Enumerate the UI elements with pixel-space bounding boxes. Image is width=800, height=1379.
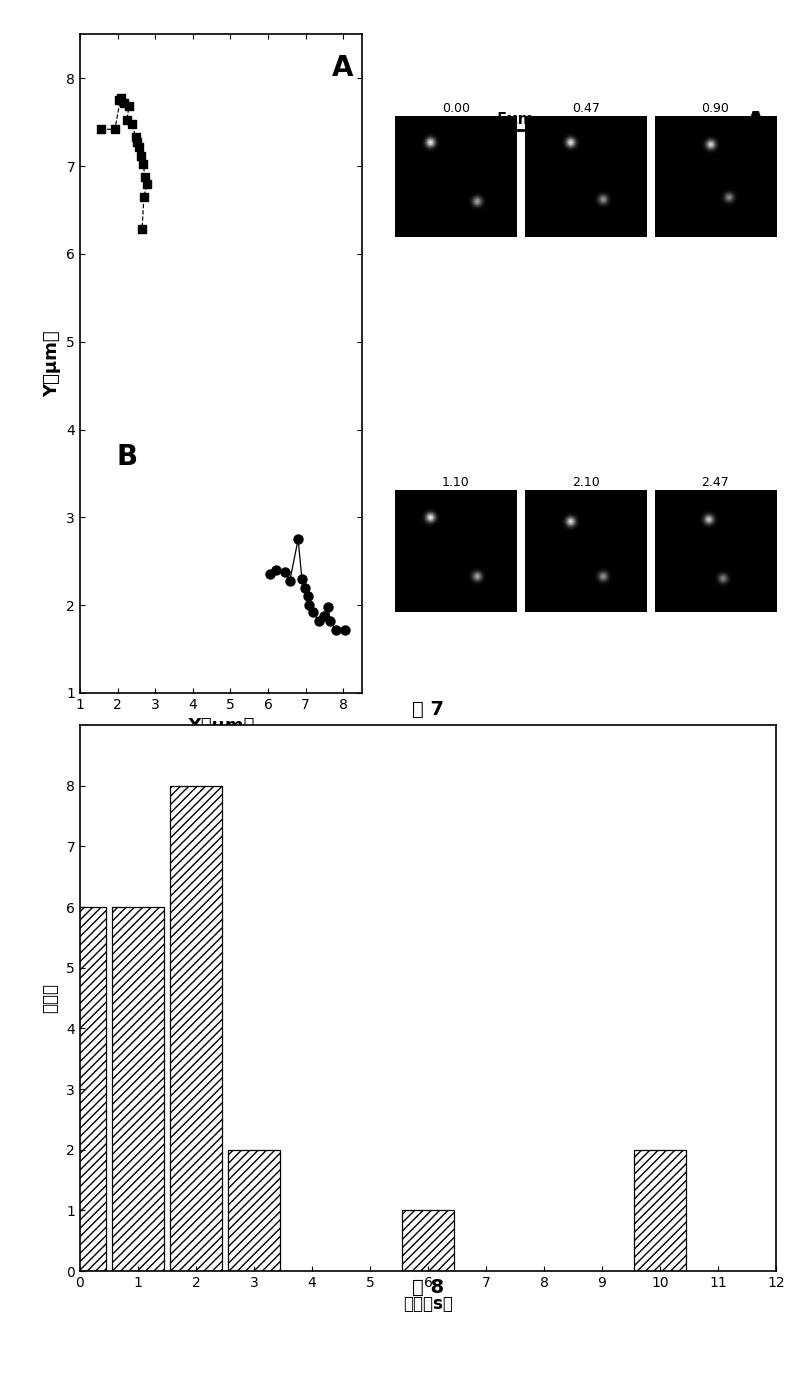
Bar bbox=[228, 1150, 280, 1271]
Point bbox=[283, 570, 296, 592]
Point bbox=[330, 619, 342, 641]
X-axis label: X（μm）: X（μm） bbox=[187, 717, 254, 735]
Title: 2.47: 2.47 bbox=[702, 476, 730, 490]
Text: B: B bbox=[117, 443, 138, 470]
Point bbox=[313, 610, 326, 632]
Point bbox=[303, 594, 316, 616]
Title: 0.90: 0.90 bbox=[702, 102, 730, 114]
Bar bbox=[112, 907, 164, 1271]
Text: A: A bbox=[332, 54, 354, 83]
Point bbox=[136, 218, 149, 240]
Point bbox=[292, 528, 305, 550]
Point bbox=[133, 135, 146, 157]
Point bbox=[298, 576, 311, 598]
Title: 1.10: 1.10 bbox=[442, 476, 470, 490]
Point bbox=[301, 585, 314, 607]
Point bbox=[295, 568, 308, 590]
Title: 2.10: 2.10 bbox=[572, 476, 599, 490]
Text: 图 7: 图 7 bbox=[412, 699, 444, 718]
Point bbox=[121, 109, 134, 131]
Point bbox=[137, 153, 150, 175]
Point bbox=[263, 564, 276, 586]
X-axis label: 时间（s）: 时间（s） bbox=[403, 1295, 453, 1313]
Point bbox=[118, 92, 130, 114]
Point bbox=[278, 561, 291, 583]
Title: 0.47: 0.47 bbox=[572, 102, 599, 114]
Bar bbox=[402, 1211, 454, 1271]
Title: 0.00: 0.00 bbox=[442, 102, 470, 114]
Point bbox=[306, 601, 319, 623]
Point bbox=[130, 125, 142, 148]
Point bbox=[270, 558, 282, 581]
Point bbox=[114, 87, 127, 109]
Point bbox=[138, 186, 150, 208]
Text: 图 8: 图 8 bbox=[412, 1277, 444, 1296]
Bar bbox=[54, 907, 106, 1271]
Point bbox=[338, 619, 351, 641]
Bar bbox=[634, 1150, 686, 1271]
Point bbox=[122, 95, 135, 117]
Text: A: A bbox=[745, 110, 766, 138]
Point bbox=[113, 90, 126, 112]
Point bbox=[130, 131, 143, 153]
Point bbox=[109, 119, 122, 141]
Text: 5μm: 5μm bbox=[497, 112, 535, 127]
Point bbox=[94, 119, 107, 141]
Point bbox=[138, 165, 151, 188]
Y-axis label: Y（μm）: Y（μm） bbox=[42, 331, 61, 397]
Bar bbox=[170, 786, 222, 1271]
Point bbox=[324, 610, 337, 632]
Point bbox=[318, 604, 331, 626]
Point bbox=[141, 172, 154, 194]
Point bbox=[322, 596, 334, 618]
Point bbox=[135, 145, 148, 167]
Y-axis label: 分子数: 分子数 bbox=[42, 983, 59, 1014]
Point bbox=[126, 113, 138, 135]
